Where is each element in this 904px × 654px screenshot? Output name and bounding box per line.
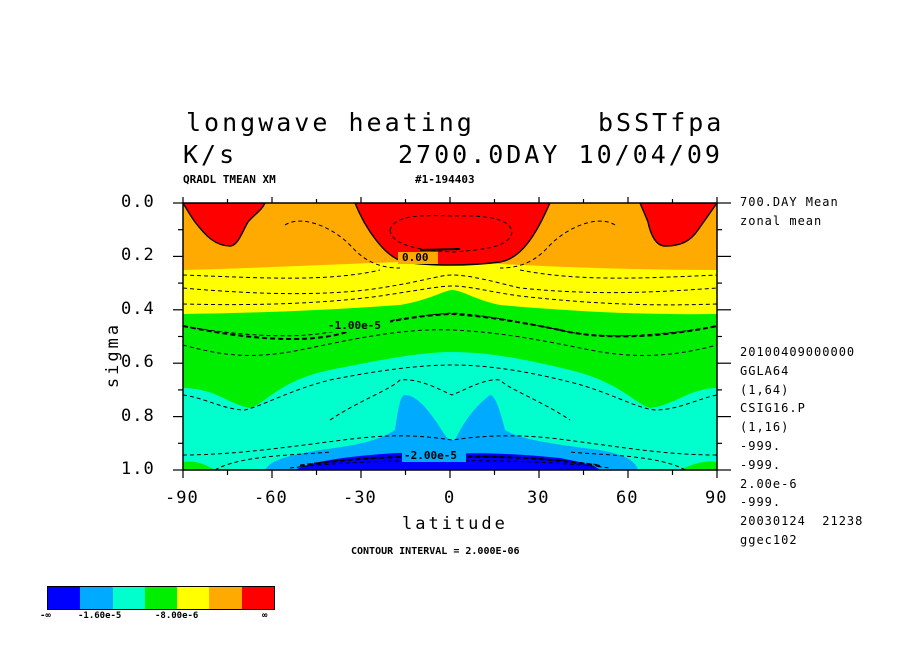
sidebar-line: (1,64) [740,382,790,397]
sidebar-line: 700.DAY Mean [740,195,839,209]
sidebar-line: 20100409000000 [740,345,856,359]
x-tick-label: 90 [705,488,728,508]
x-tick-label: -60 [254,488,288,508]
time-label: 2700.0DAY 10/04/09 [398,140,723,169]
sidebar-bottom: 20100409000000 GGLA64 (1,64) CSIG16.P (1,16)… [740,345,863,552]
sidebar-top: 700.DAY Mean zonal mean [740,195,839,233]
units-label: K/s [183,140,238,169]
y-tick-label: 0.0 [121,192,155,212]
run-id-label: #1-194403 [415,173,475,186]
y-tick-label: 0.6 [121,352,155,373]
band-teal [183,352,717,470]
legend-label: -1.60e-5 [78,611,122,621]
sidebar-line: ggec102 [740,532,798,547]
y-tick-label: 0.4 [121,298,155,319]
band-red-right [639,203,717,247]
sidebar-line: GGLA64 [740,363,790,378]
legend-label: -∞ [40,611,51,621]
band-green-left-corner [183,461,215,470]
legend-swatch [144,587,178,609]
contour-label: 0.00 [402,251,429,264]
legend-swatch [209,587,242,609]
y-tick-label: 0.2 [121,245,155,266]
x-axis-label: latitude [402,514,508,534]
legend-swatch [241,587,274,609]
x-tick-label: 0 [444,488,456,508]
x-tick-label: -30 [343,488,377,508]
x-tick-label: -90 [165,488,199,508]
run-name: bSSTfpa [598,108,725,137]
legend-label: -8.00e-6 [155,611,199,621]
variable-label: QRADL TMEAN XM [183,173,276,186]
sidebar-line: 20030124 21238 [740,514,864,529]
y-tick-label: 1.0 [121,459,155,479]
contour-label: -1.00e-5 [328,319,381,332]
band-green-right-corner [680,461,717,470]
sidebar-line: CSIG16.P [740,401,806,416]
legend-bar [47,586,275,610]
y-tick-label: 0.8 [121,405,155,426]
contour-label: -2.00e-5 [404,449,457,462]
chart-title: longwave heating [186,108,475,137]
band-red-left [183,203,266,247]
band-lightblue [265,395,638,470]
legend-label: ∞ [262,611,268,621]
sidebar-line: -999. [740,438,782,453]
legend-swatch [112,587,145,609]
contour-interval-label: CONTOUR INTERVAL = 2.000E-06 [351,546,520,557]
y-axis-label: sigma [103,321,124,389]
band-red-center [354,203,551,266]
x-tick-label: 30 [527,488,550,508]
legend-swatch [48,587,81,609]
sidebar-line: -999. [740,457,782,472]
sidebar-line: 2.00e-6 [740,476,798,491]
legend-swatch [177,587,210,609]
legend-swatch [80,587,113,609]
sidebar-line: (1,16) [740,420,790,435]
x-tick-label: 60 [616,488,639,508]
sidebar-line: zonal mean [740,214,823,228]
sidebar-line: -999. [740,495,782,510]
